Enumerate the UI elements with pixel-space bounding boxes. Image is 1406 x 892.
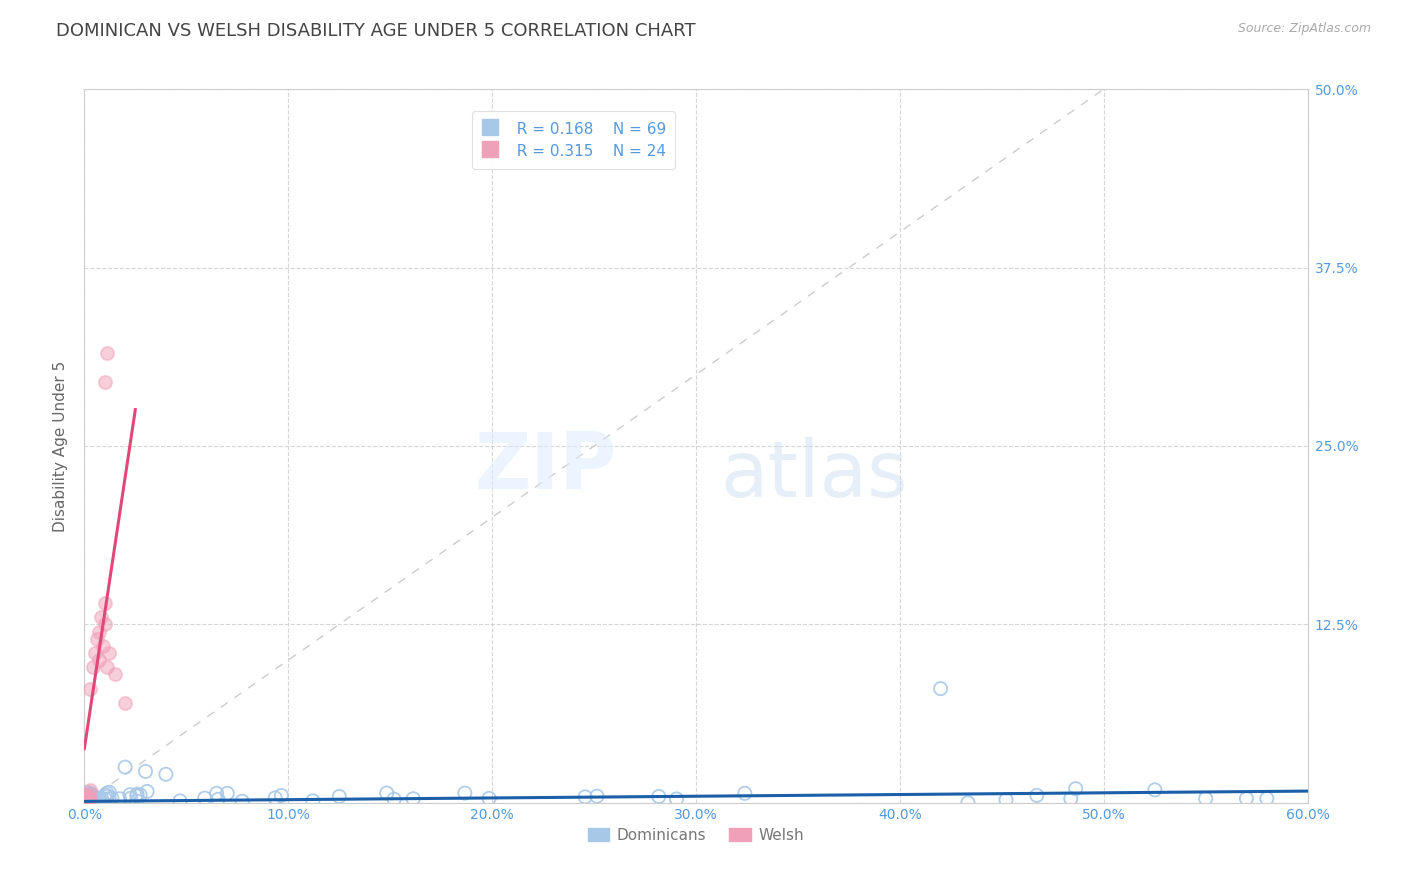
Point (118, 788, 141, 802)
Point (1195, 791, 1218, 805)
Point (402, 791, 425, 805)
Point (86, 632, 108, 646)
Point (77, 795, 100, 809)
Point (76, 789, 98, 803)
Point (79, 789, 101, 804)
Point (207, 792, 229, 806)
Point (79, 795, 101, 809)
Point (136, 784, 159, 798)
Point (108, 791, 131, 805)
Point (89, 791, 111, 805)
Text: DOMINICAN VS WELSH DISABILITY AGE UNDER 5 CORRELATION CHART: DOMINICAN VS WELSH DISABILITY AGE UNDER … (56, 22, 696, 40)
Point (995, 793, 1018, 807)
Point (76, 786, 98, 800)
Point (1256, 791, 1278, 805)
Point (93, 617, 115, 632)
Point (83, 794, 105, 808)
Point (96, 789, 118, 804)
Point (73, 789, 96, 803)
Point (80, 789, 103, 804)
Point (80, 789, 103, 803)
Point (98, 785, 121, 799)
Point (125, 789, 148, 803)
Point (382, 792, 405, 806)
Point (155, 767, 177, 781)
Point (478, 791, 501, 805)
Point (90, 795, 112, 809)
Point (114, 696, 136, 710)
Point (104, 667, 127, 681)
Point (97, 646, 120, 660)
Point (94, 788, 117, 802)
Point (205, 786, 228, 800)
Point (665, 792, 688, 806)
Point (87, 653, 110, 667)
Point (77, 795, 100, 809)
Point (79, 681, 101, 696)
Point (77, 789, 100, 804)
Point (96, 346, 118, 360)
Point (217, 786, 239, 800)
Point (375, 786, 398, 800)
Point (77, 796, 100, 810)
Legend: Dominicans, Welsh: Dominicans, Welsh (582, 822, 810, 848)
Point (169, 794, 191, 808)
Point (76, 788, 98, 802)
Point (956, 796, 979, 810)
Point (125, 787, 148, 801)
Point (586, 789, 609, 804)
Point (101, 791, 124, 805)
Point (82, 660, 104, 674)
Point (83, 646, 105, 660)
Point (80, 787, 103, 801)
Point (454, 786, 477, 800)
Point (91, 639, 114, 653)
Point (1143, 783, 1166, 797)
Text: ZIP: ZIP (474, 429, 616, 506)
Point (93, 596, 115, 610)
Point (98, 791, 121, 805)
Point (1236, 791, 1258, 805)
Point (301, 794, 323, 808)
Point (129, 788, 152, 802)
Point (77, 786, 100, 800)
Point (80, 794, 103, 808)
Point (93, 375, 115, 389)
Text: Source: ZipAtlas.com: Source: ZipAtlas.com (1237, 22, 1371, 36)
Point (94, 792, 117, 806)
Point (90, 610, 112, 624)
Point (1064, 781, 1087, 796)
Point (75, 794, 97, 808)
Point (87, 624, 110, 639)
Point (194, 791, 217, 805)
Point (73, 788, 96, 802)
Point (574, 789, 596, 804)
Point (125, 794, 148, 808)
Point (264, 791, 287, 805)
Point (120, 791, 142, 805)
Point (734, 786, 756, 800)
Point (1060, 791, 1083, 805)
Point (77, 793, 100, 807)
Point (929, 681, 952, 696)
Point (75, 788, 97, 802)
Point (75, 788, 97, 802)
Point (328, 789, 350, 804)
Point (114, 760, 136, 774)
Point (96, 786, 118, 800)
Point (96, 660, 118, 674)
Point (135, 764, 157, 779)
Point (76, 793, 98, 807)
Point (270, 789, 292, 803)
Point (79, 791, 101, 805)
Point (77, 789, 100, 804)
Point (79, 782, 101, 797)
Point (1025, 789, 1047, 803)
Point (90, 792, 112, 806)
Point (231, 794, 253, 808)
Point (80, 788, 103, 802)
Text: atlas: atlas (720, 436, 908, 513)
Y-axis label: Disability Age Under 5: Disability Age Under 5 (53, 360, 69, 532)
Point (648, 789, 671, 804)
